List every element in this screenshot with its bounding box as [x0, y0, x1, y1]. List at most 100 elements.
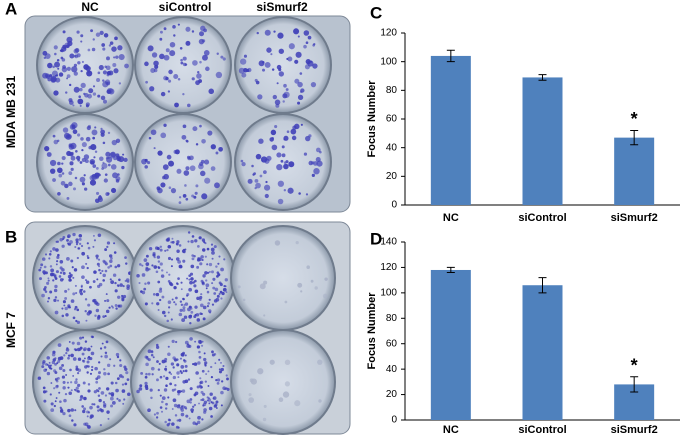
- stain-dot: [102, 141, 106, 145]
- stain-dot: [79, 104, 82, 107]
- stain-dot: [276, 163, 283, 171]
- stain-dot: [181, 389, 186, 393]
- stain-dot: [65, 348, 70, 352]
- stain-dot: [67, 354, 71, 357]
- stain-dot: [75, 150, 78, 153]
- stain-dot: [218, 370, 223, 374]
- x-tick-label: NC: [443, 212, 459, 224]
- stain-dot: [52, 247, 56, 251]
- stain-dot: [71, 341, 75, 345]
- stain-dot: [157, 260, 161, 263]
- stain-dot: [190, 239, 194, 244]
- stain-dot: [177, 77, 181, 81]
- stain-dot: [197, 71, 200, 74]
- stain-dot: [46, 356, 50, 360]
- stain-dot: [79, 87, 83, 92]
- stain-dot: [61, 363, 65, 367]
- stain-dot: [49, 265, 53, 268]
- stain-dot: [216, 294, 220, 298]
- stain-dot: [54, 52, 57, 56]
- stain-dot: [112, 273, 117, 277]
- stain-dot: [61, 155, 66, 161]
- stain-dot: [107, 131, 111, 135]
- stain-dot: [114, 265, 118, 269]
- stain-dot: [94, 314, 97, 317]
- stain-dot: [207, 302, 210, 305]
- stain-dot: [211, 257, 214, 260]
- stain-dot: [115, 352, 120, 357]
- stain-dot: [176, 404, 181, 409]
- stain-dot: [92, 38, 95, 41]
- stain-dot: [51, 272, 55, 276]
- stain-dot: [58, 275, 62, 278]
- stain-dot: [208, 402, 211, 405]
- stain-dot: [115, 307, 118, 310]
- stain-dot: [291, 135, 297, 141]
- stain-dot: [94, 126, 97, 129]
- stain-dot: [286, 57, 289, 61]
- stain-dot: [168, 160, 175, 167]
- stain-dot: [85, 104, 89, 108]
- stain-dot: [191, 254, 195, 257]
- stain-dot: [102, 273, 106, 278]
- stain-dot: [201, 340, 204, 343]
- stain-dot: [170, 258, 174, 261]
- stain-dot: [140, 371, 144, 375]
- stain-dot: [89, 414, 94, 418]
- stain-dot: [85, 136, 91, 142]
- stain-dot: [66, 66, 71, 71]
- stain-dot: [212, 396, 217, 400]
- y-tick-label: 20: [386, 389, 398, 400]
- stain-dot: [163, 388, 168, 392]
- stain-dot: [206, 399, 209, 402]
- stain-dot: [156, 302, 160, 306]
- stain-dot: [200, 170, 206, 177]
- stain-dot: [176, 363, 180, 367]
- stain-dot: [263, 280, 268, 285]
- stain-dot: [49, 290, 53, 294]
- stain-dot: [70, 155, 76, 161]
- stain-dot: [284, 300, 288, 304]
- stain-dot: [147, 358, 151, 362]
- stain-dot: [80, 34, 84, 38]
- stain-dot: [188, 278, 191, 281]
- y-tick-label: 100: [380, 56, 397, 67]
- stain-dot: [316, 147, 321, 153]
- stain-dot: [82, 409, 86, 414]
- stain-dot: [52, 178, 56, 182]
- stain-dot: [80, 40, 83, 43]
- stain-dot: [54, 400, 57, 403]
- stain-dot: [124, 382, 128, 386]
- stain-dot: [104, 394, 108, 397]
- stain-dot: [102, 401, 106, 404]
- stain-dot: [177, 389, 182, 394]
- stain-dot: [77, 61, 81, 65]
- well: [134, 113, 232, 211]
- stain-dot: [64, 183, 69, 189]
- stain-dot: [211, 401, 215, 405]
- stain-dot: [153, 60, 159, 67]
- stain-dot: [115, 55, 119, 59]
- stain-dot: [53, 404, 56, 408]
- stain-dot: [93, 156, 96, 159]
- stain-dot: [89, 179, 97, 186]
- stain-dot: [168, 79, 172, 83]
- stain-dot: [141, 290, 146, 295]
- stain-dot: [305, 135, 311, 142]
- stain-dot: [159, 298, 162, 302]
- stain-dot: [143, 287, 147, 291]
- stain-dot: [194, 305, 198, 309]
- stain-dot: [182, 56, 187, 61]
- stain-dot: [166, 248, 169, 252]
- stain-dot: [75, 365, 79, 369]
- stain-dot: [104, 351, 108, 355]
- stain-dot: [49, 159, 57, 167]
- stain-dot: [180, 412, 185, 417]
- stain-dot: [196, 265, 200, 269]
- stain-dot: [64, 392, 68, 396]
- stain-dot: [278, 397, 284, 403]
- stain-dot: [220, 367, 224, 372]
- stain-dot: [270, 129, 277, 136]
- stain-dot: [258, 60, 265, 67]
- stain-dot: [61, 375, 66, 379]
